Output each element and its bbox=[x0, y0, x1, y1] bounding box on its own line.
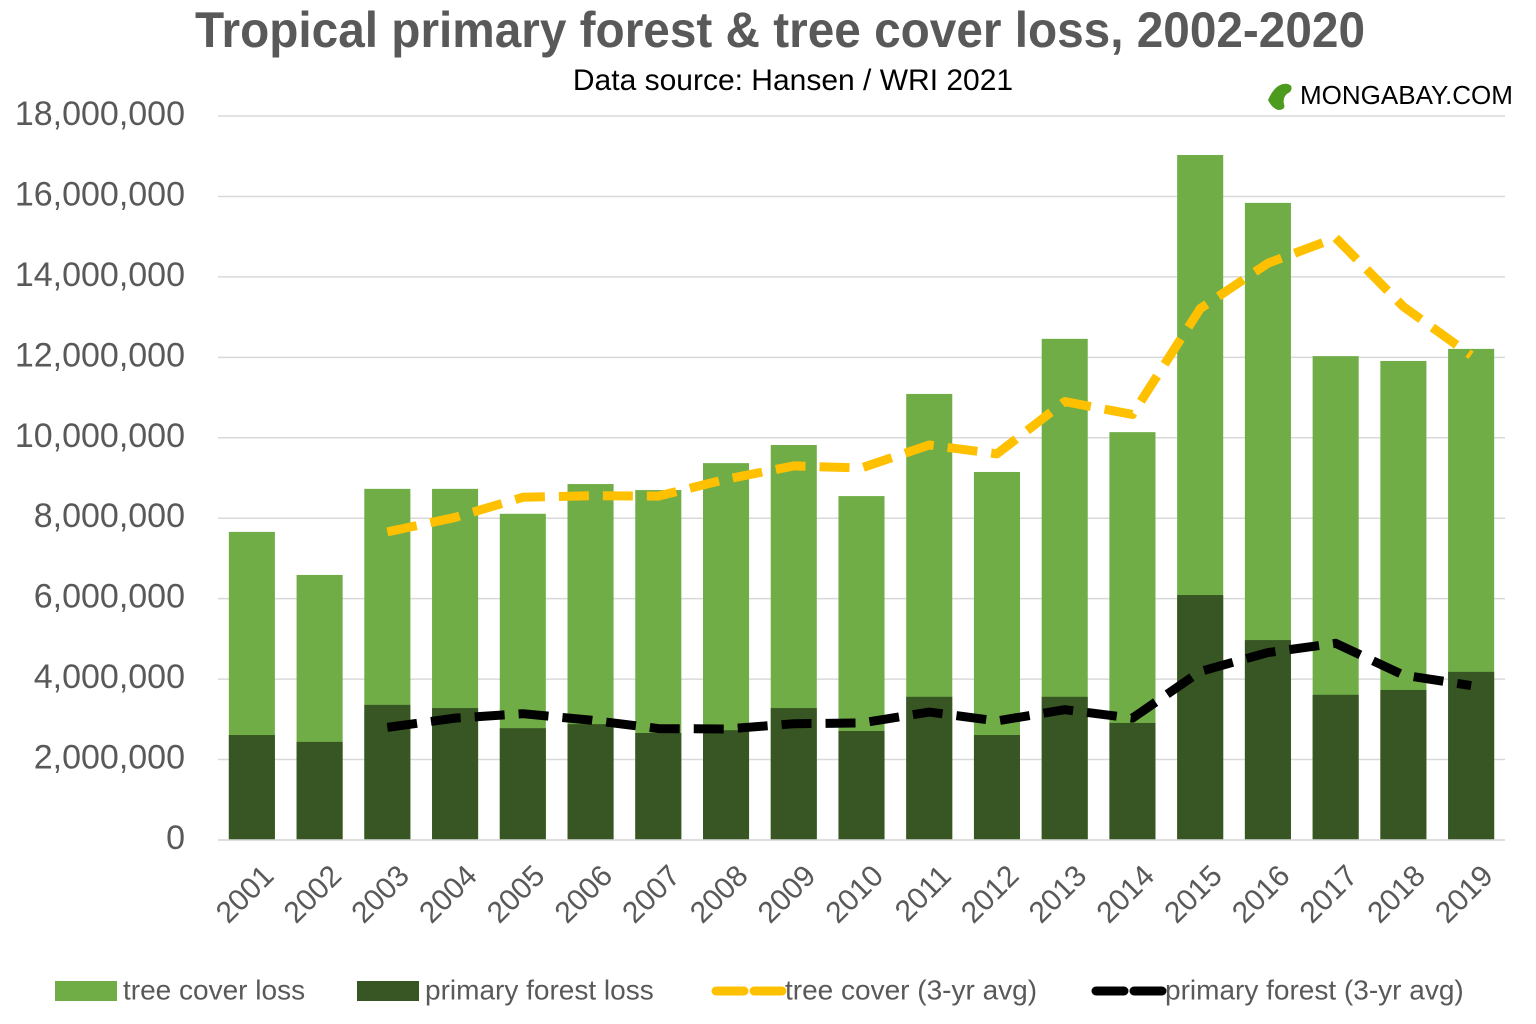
y-tick-label: 4,000,000 bbox=[34, 658, 185, 696]
legend-item: tree cover (3-yr avg) bbox=[711, 974, 1037, 1005]
y-tick-label: 12,000,000 bbox=[15, 336, 185, 374]
bar bbox=[906, 696, 953, 840]
x-tick-label: 2002 bbox=[278, 859, 349, 930]
y-tick-label: 0 bbox=[166, 819, 185, 857]
bar bbox=[770, 708, 817, 840]
x-tick-label: 2008 bbox=[684, 859, 755, 930]
brand-logo: MONGABAY.COM bbox=[1268, 80, 1513, 110]
bar bbox=[1380, 689, 1427, 840]
x-tick-label: 2006 bbox=[549, 859, 620, 930]
x-tick-label: 2001 bbox=[210, 859, 281, 930]
bar bbox=[702, 730, 750, 840]
x-tick-label: 2019 bbox=[1429, 859, 1500, 930]
bar bbox=[838, 730, 885, 840]
bar bbox=[499, 728, 546, 840]
y-tick-label: 16,000,000 bbox=[15, 175, 185, 213]
x-tick-label: 2009 bbox=[752, 859, 823, 930]
x-tick-label: 2004 bbox=[413, 859, 484, 930]
bar bbox=[1244, 640, 1291, 840]
legend-swatch bbox=[55, 981, 117, 1001]
x-tick-label: 2010 bbox=[820, 859, 891, 930]
bar bbox=[1041, 696, 1088, 840]
x-tick-label: 2014 bbox=[1090, 859, 1161, 930]
bar bbox=[228, 735, 275, 840]
x-tick-label: 2005 bbox=[481, 859, 552, 930]
legend-label: primary forest loss bbox=[425, 974, 654, 1005]
bar bbox=[432, 708, 479, 840]
x-tick-label: 2018 bbox=[1361, 859, 1432, 930]
bar bbox=[296, 741, 343, 840]
y-tick-label: 8,000,000 bbox=[34, 497, 185, 535]
bar bbox=[567, 724, 614, 840]
legend-swatch bbox=[357, 981, 419, 1001]
bar bbox=[1109, 722, 1156, 840]
x-tick-label: 2013 bbox=[1023, 859, 1094, 930]
x-tick-label: 2017 bbox=[1294, 859, 1365, 930]
x-tick-label: 2003 bbox=[345, 859, 416, 930]
x-tick-label: 2012 bbox=[955, 859, 1026, 930]
legend-label: primary forest (3-yr avg) bbox=[1165, 974, 1464, 1005]
legend-item: primary forest loss bbox=[357, 974, 654, 1005]
y-tick-label: 10,000,000 bbox=[15, 417, 185, 455]
bar bbox=[1312, 694, 1359, 840]
y-tick-label: 18,000,000 bbox=[15, 95, 185, 133]
legend-item: primary forest (3-yr avg) bbox=[1091, 974, 1464, 1005]
bar bbox=[635, 733, 682, 840]
brand-text: MONGABAY.COM bbox=[1300, 80, 1513, 110]
x-tick-label: 2007 bbox=[616, 859, 687, 930]
legend-label: tree cover loss bbox=[123, 974, 305, 1005]
legend-label: tree cover (3-yr avg) bbox=[785, 974, 1037, 1005]
chart-title: Tropical primary forest & tree cover los… bbox=[195, 2, 1365, 58]
y-tick-label: 14,000,000 bbox=[15, 256, 185, 294]
bar bbox=[973, 735, 1021, 840]
chart-subtitle: Data source: Hansen / WRI 2021 bbox=[573, 64, 1013, 97]
line bbox=[386, 638, 1472, 734]
x-tick-label: 2015 bbox=[1158, 859, 1229, 930]
bar bbox=[1177, 595, 1224, 840]
x-tick-label: 2011 bbox=[889, 859, 958, 928]
y-tick-label: 6,000,000 bbox=[34, 578, 185, 616]
gecko-icon bbox=[1268, 83, 1292, 110]
x-tick-label: 2016 bbox=[1226, 859, 1297, 930]
line bbox=[386, 233, 1474, 537]
legend-item: tree cover loss bbox=[55, 974, 305, 1005]
y-tick-label: 2,000,000 bbox=[34, 739, 185, 777]
bar bbox=[1448, 671, 1495, 840]
